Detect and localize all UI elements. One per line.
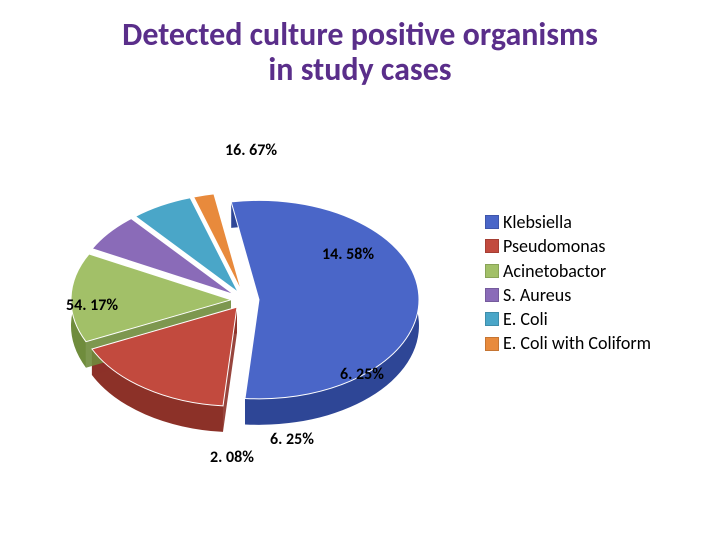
legend-swatch bbox=[485, 288, 499, 302]
title-line-1: Detected culture positive organisms bbox=[122, 15, 598, 54]
data-label: 14. 58% bbox=[322, 245, 374, 264]
legend-label: Acinetobactor bbox=[503, 259, 606, 283]
legend-label: E. Coli with Coliform bbox=[503, 331, 651, 355]
data-label: 2. 08% bbox=[210, 448, 254, 467]
legend-swatch bbox=[485, 337, 499, 351]
legend-item: Klebsiella bbox=[485, 210, 651, 234]
legend-label: E. Coli bbox=[503, 307, 548, 331]
legend-item: E. Coli with Coliform bbox=[485, 331, 651, 355]
data-label: 6. 25% bbox=[270, 430, 314, 449]
legend-swatch bbox=[485, 312, 499, 326]
legend-label: Pseudomonas bbox=[503, 234, 605, 258]
legend-item: S. Aureus bbox=[485, 283, 651, 307]
legend-label: S. Aureus bbox=[503, 283, 571, 307]
legend-item: Acinetobactor bbox=[485, 259, 651, 283]
chart-title: Detected culture positive organisms in s… bbox=[0, 18, 720, 87]
legend-swatch bbox=[485, 215, 499, 229]
legend: KlebsiellaPseudomonasAcinetobactorS. Aur… bbox=[485, 210, 651, 356]
legend-item: E. Coli bbox=[485, 307, 651, 331]
data-label: 54. 17% bbox=[66, 296, 118, 315]
legend-item: Pseudomonas bbox=[485, 234, 651, 258]
legend-swatch bbox=[485, 239, 499, 253]
legend-swatch bbox=[485, 264, 499, 278]
data-label: 16. 67% bbox=[225, 141, 277, 160]
title-line-2: in study cases bbox=[268, 50, 451, 89]
legend-label: Klebsiella bbox=[503, 210, 572, 234]
data-label: 6. 25% bbox=[340, 365, 384, 384]
